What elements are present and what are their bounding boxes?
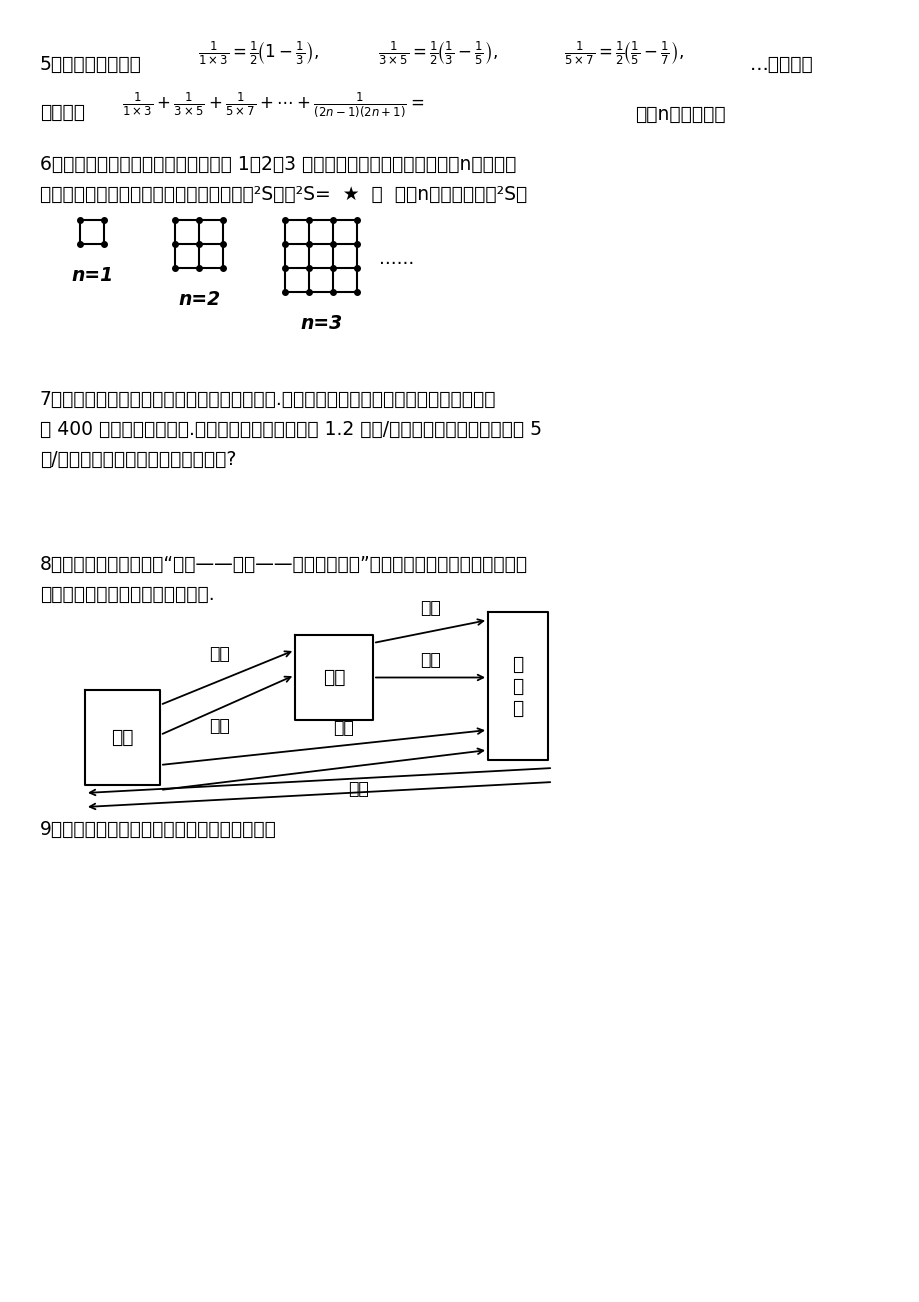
Text: 飞机: 飞机 (348, 780, 369, 798)
Text: $\frac{1}{5\times7}=\frac{1}{2}\!\left(\frac{1}{5}-\frac{1}{7}\right)$,: $\frac{1}{5\times7}=\frac{1}{2}\!\left(\… (563, 40, 684, 68)
Text: n=1: n=1 (71, 266, 113, 285)
Text: 汽车: 汽车 (420, 599, 440, 617)
Text: 时，设摩出的正方形所用的火柴棍的根数为²S，则²S=  ★  ．  （用n的代数式表示²S）: 时，设摩出的正方形所用的火柴棍的根数为²S，则²S= ★ ． （用n的代数式表示… (40, 185, 527, 204)
Text: $\frac{1}{3\times5}=\frac{1}{2}\!\left(\frac{1}{3}-\frac{1}{5}\right)$,: $\frac{1}{3\times5}=\frac{1}{2}\!\left(\… (378, 40, 497, 68)
Text: n=3: n=3 (300, 314, 342, 333)
Text: 飞机: 飞机 (209, 646, 230, 664)
Text: 大连: 大连 (323, 668, 345, 687)
Text: 轮船: 轮船 (209, 717, 230, 736)
Text: 6．如图是用火柴棍摧成的边长分别是 1，2，3 根火柴棍时的正方形．当边长为n根火柴棍: 6．如图是用火柴棍摧成的边长分别是 1，2，3 根火柴棍时的正方形．当边长为n根… (40, 155, 516, 174)
Text: 火车: 火车 (420, 651, 440, 669)
Text: 米/秒，导火线的长度要超过多少厘米?: 米/秒，导火线的长度要超过多少厘米? (40, 450, 236, 469)
Text: 8．如图，是神州旅行社“烟台——大连——哈尔滨七日游”的交通路线及交通工具示意图：: 8．如图，是神州旅行社“烟台——大连——哈尔滨七日游”的交通路线及交通工具示意图… (40, 555, 528, 574)
Text: 火车: 火车 (334, 720, 354, 737)
Text: n=2: n=2 (177, 290, 220, 309)
Text: $\frac{1}{1\times3}+\frac{1}{3\times5}+\frac{1}{5\times7}+\cdots+\frac{1}{(2n-1): $\frac{1}{1\times3}+\frac{1}{3\times5}+\… (122, 90, 424, 118)
Text: 烟台: 烟台 (111, 728, 133, 747)
Text: 5．观察下列各式：: 5．观察下列各式： (40, 55, 142, 74)
Text: ．（n为正整数）: ．（n为正整数） (634, 105, 725, 124)
Text: ......: ...... (379, 249, 414, 268)
Text: 到 400 米以外的安全区域.已知导火线的燃烧速度是 1.2 厘米/秒，操作人员跑步的速度是 5: 到 400 米以外的安全区域.已知导火线的燃烧速度是 1.2 厘米/秒，操作人员… (40, 421, 541, 439)
Text: 察计算：: 察计算： (40, 103, 85, 122)
Text: $\frac{1}{1\times3}=\frac{1}{2}\!\left(1-\frac{1}{3}\right)$,: $\frac{1}{1\times3}=\frac{1}{2}\!\left(1… (198, 40, 319, 68)
Text: …，根据观: …，根据观 (749, 55, 813, 74)
Text: 9．金顺超市对顾客实行优惠购物，规定如下：: 9．金顺超市对顾客实行优惠购物，规定如下： (40, 820, 277, 838)
Text: 7．在一次抚险行动中，某抚险地段需实行爆破.操作人员点燃导火线后，要在炸药爆炸前跑: 7．在一次抚险行动中，某抚险地段需实行爆破.操作人员点燃导火线后，要在炸药爆炸前… (40, 391, 496, 409)
Text: 共有多少种乘坐方法？请一一写出.: 共有多少种乘坐方法？请一一写出. (40, 585, 214, 604)
Text: 哈
尔
滨: 哈 尔 滨 (512, 655, 523, 717)
